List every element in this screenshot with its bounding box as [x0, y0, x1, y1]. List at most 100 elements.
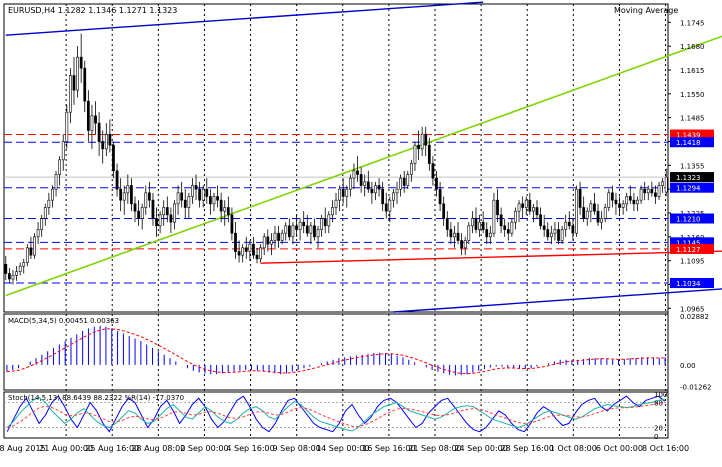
candle[interactable] [101, 130, 105, 164]
candle[interactable] [219, 192, 223, 223]
price-pane[interactable] [4, 1, 722, 313]
candle[interactable] [535, 200, 539, 219]
candle[interactable] [72, 57, 76, 105]
candle[interactable] [119, 178, 123, 212]
candle[interactable] [140, 203, 144, 230]
candle[interactable] [151, 192, 155, 226]
candle[interactable] [273, 225, 277, 248]
candle[interactable] [639, 185, 643, 204]
candle[interactable] [187, 192, 191, 219]
candle[interactable] [377, 178, 381, 197]
candle[interactable] [4, 255, 8, 281]
candle[interactable] [593, 192, 596, 215]
candle[interactable] [316, 225, 320, 248]
candle[interactable] [388, 196, 392, 223]
candle[interactable] [445, 211, 449, 237]
candle[interactable] [198, 181, 201, 208]
candle[interactable] [356, 156, 359, 182]
candle[interactable] [359, 167, 363, 193]
candle[interactable] [467, 222, 471, 245]
candle[interactable] [496, 189, 499, 223]
candle[interactable] [176, 185, 180, 215]
candle[interactable] [226, 196, 230, 223]
candle[interactable] [22, 258, 26, 274]
candle[interactable] [323, 207, 327, 234]
candle[interactable] [112, 141, 115, 179]
candle[interactable] [313, 218, 316, 241]
candle[interactable] [424, 126, 428, 157]
candle[interactable] [539, 207, 542, 230]
candle[interactable] [654, 185, 657, 204]
candle[interactable] [657, 181, 661, 201]
candle[interactable] [230, 207, 234, 241]
candle[interactable] [137, 200, 140, 226]
candle[interactable] [33, 233, 36, 259]
candle[interactable] [205, 178, 209, 204]
candle[interactable] [191, 178, 194, 204]
candle[interactable] [309, 222, 313, 245]
candle[interactable] [600, 211, 603, 230]
candle[interactable] [399, 174, 402, 197]
candle[interactable] [381, 181, 385, 212]
candle[interactable] [582, 196, 586, 223]
candle[interactable] [384, 192, 388, 219]
candle[interactable] [295, 214, 298, 237]
candle[interactable] [532, 203, 535, 223]
candle[interactable] [234, 222, 237, 259]
candle[interactable] [305, 214, 309, 237]
candle[interactable] [413, 141, 417, 171]
candle[interactable] [395, 181, 399, 204]
candle[interactable] [564, 214, 568, 237]
candle[interactable] [194, 174, 198, 201]
candle[interactable] [61, 134, 65, 171]
candle[interactable] [162, 200, 166, 226]
candle[interactable] [11, 269, 15, 285]
candle[interactable] [115, 163, 119, 197]
candle[interactable] [542, 214, 546, 237]
candle[interactable] [180, 181, 184, 208]
candle[interactable] [506, 222, 510, 241]
candle[interactable] [83, 60, 87, 113]
candle[interactable] [435, 170, 438, 197]
candle[interactable] [621, 200, 625, 215]
candle[interactable] [528, 192, 532, 215]
candle[interactable] [427, 137, 431, 171]
candle[interactable] [567, 211, 571, 230]
candle[interactable] [280, 229, 284, 245]
candle[interactable] [607, 189, 611, 212]
stochastic-pane[interactable] [4, 395, 668, 433]
candle[interactable] [575, 185, 578, 237]
candle[interactable] [266, 229, 270, 252]
candle[interactable] [392, 189, 395, 208]
candle[interactable] [259, 244, 263, 263]
candle[interactable] [481, 211, 485, 234]
candle[interactable] [363, 174, 367, 197]
candle[interactable] [201, 185, 205, 208]
candle[interactable] [237, 240, 241, 263]
candle[interactable] [165, 196, 169, 223]
candle[interactable] [331, 200, 334, 223]
candle[interactable] [514, 207, 517, 230]
candle[interactable] [54, 170, 58, 197]
candle[interactable] [15, 266, 18, 281]
candle[interactable] [252, 236, 255, 259]
candle[interactable] [255, 247, 259, 264]
candle[interactable] [212, 192, 216, 212]
candle[interactable] [69, 68, 72, 124]
candle[interactable] [65, 104, 69, 149]
candle[interactable] [478, 214, 481, 237]
candle[interactable] [8, 268, 11, 283]
candle[interactable] [133, 196, 137, 223]
candle[interactable] [262, 233, 266, 256]
candle[interactable] [58, 156, 62, 186]
candle[interactable] [374, 181, 377, 201]
candle[interactable] [244, 236, 248, 259]
candle[interactable] [661, 178, 664, 193]
candle[interactable] [596, 203, 600, 226]
macd-pane[interactable] [6, 325, 666, 376]
candle[interactable] [456, 222, 460, 245]
candle[interactable] [334, 192, 338, 215]
candle[interactable] [632, 192, 636, 212]
candle[interactable] [277, 225, 280, 248]
